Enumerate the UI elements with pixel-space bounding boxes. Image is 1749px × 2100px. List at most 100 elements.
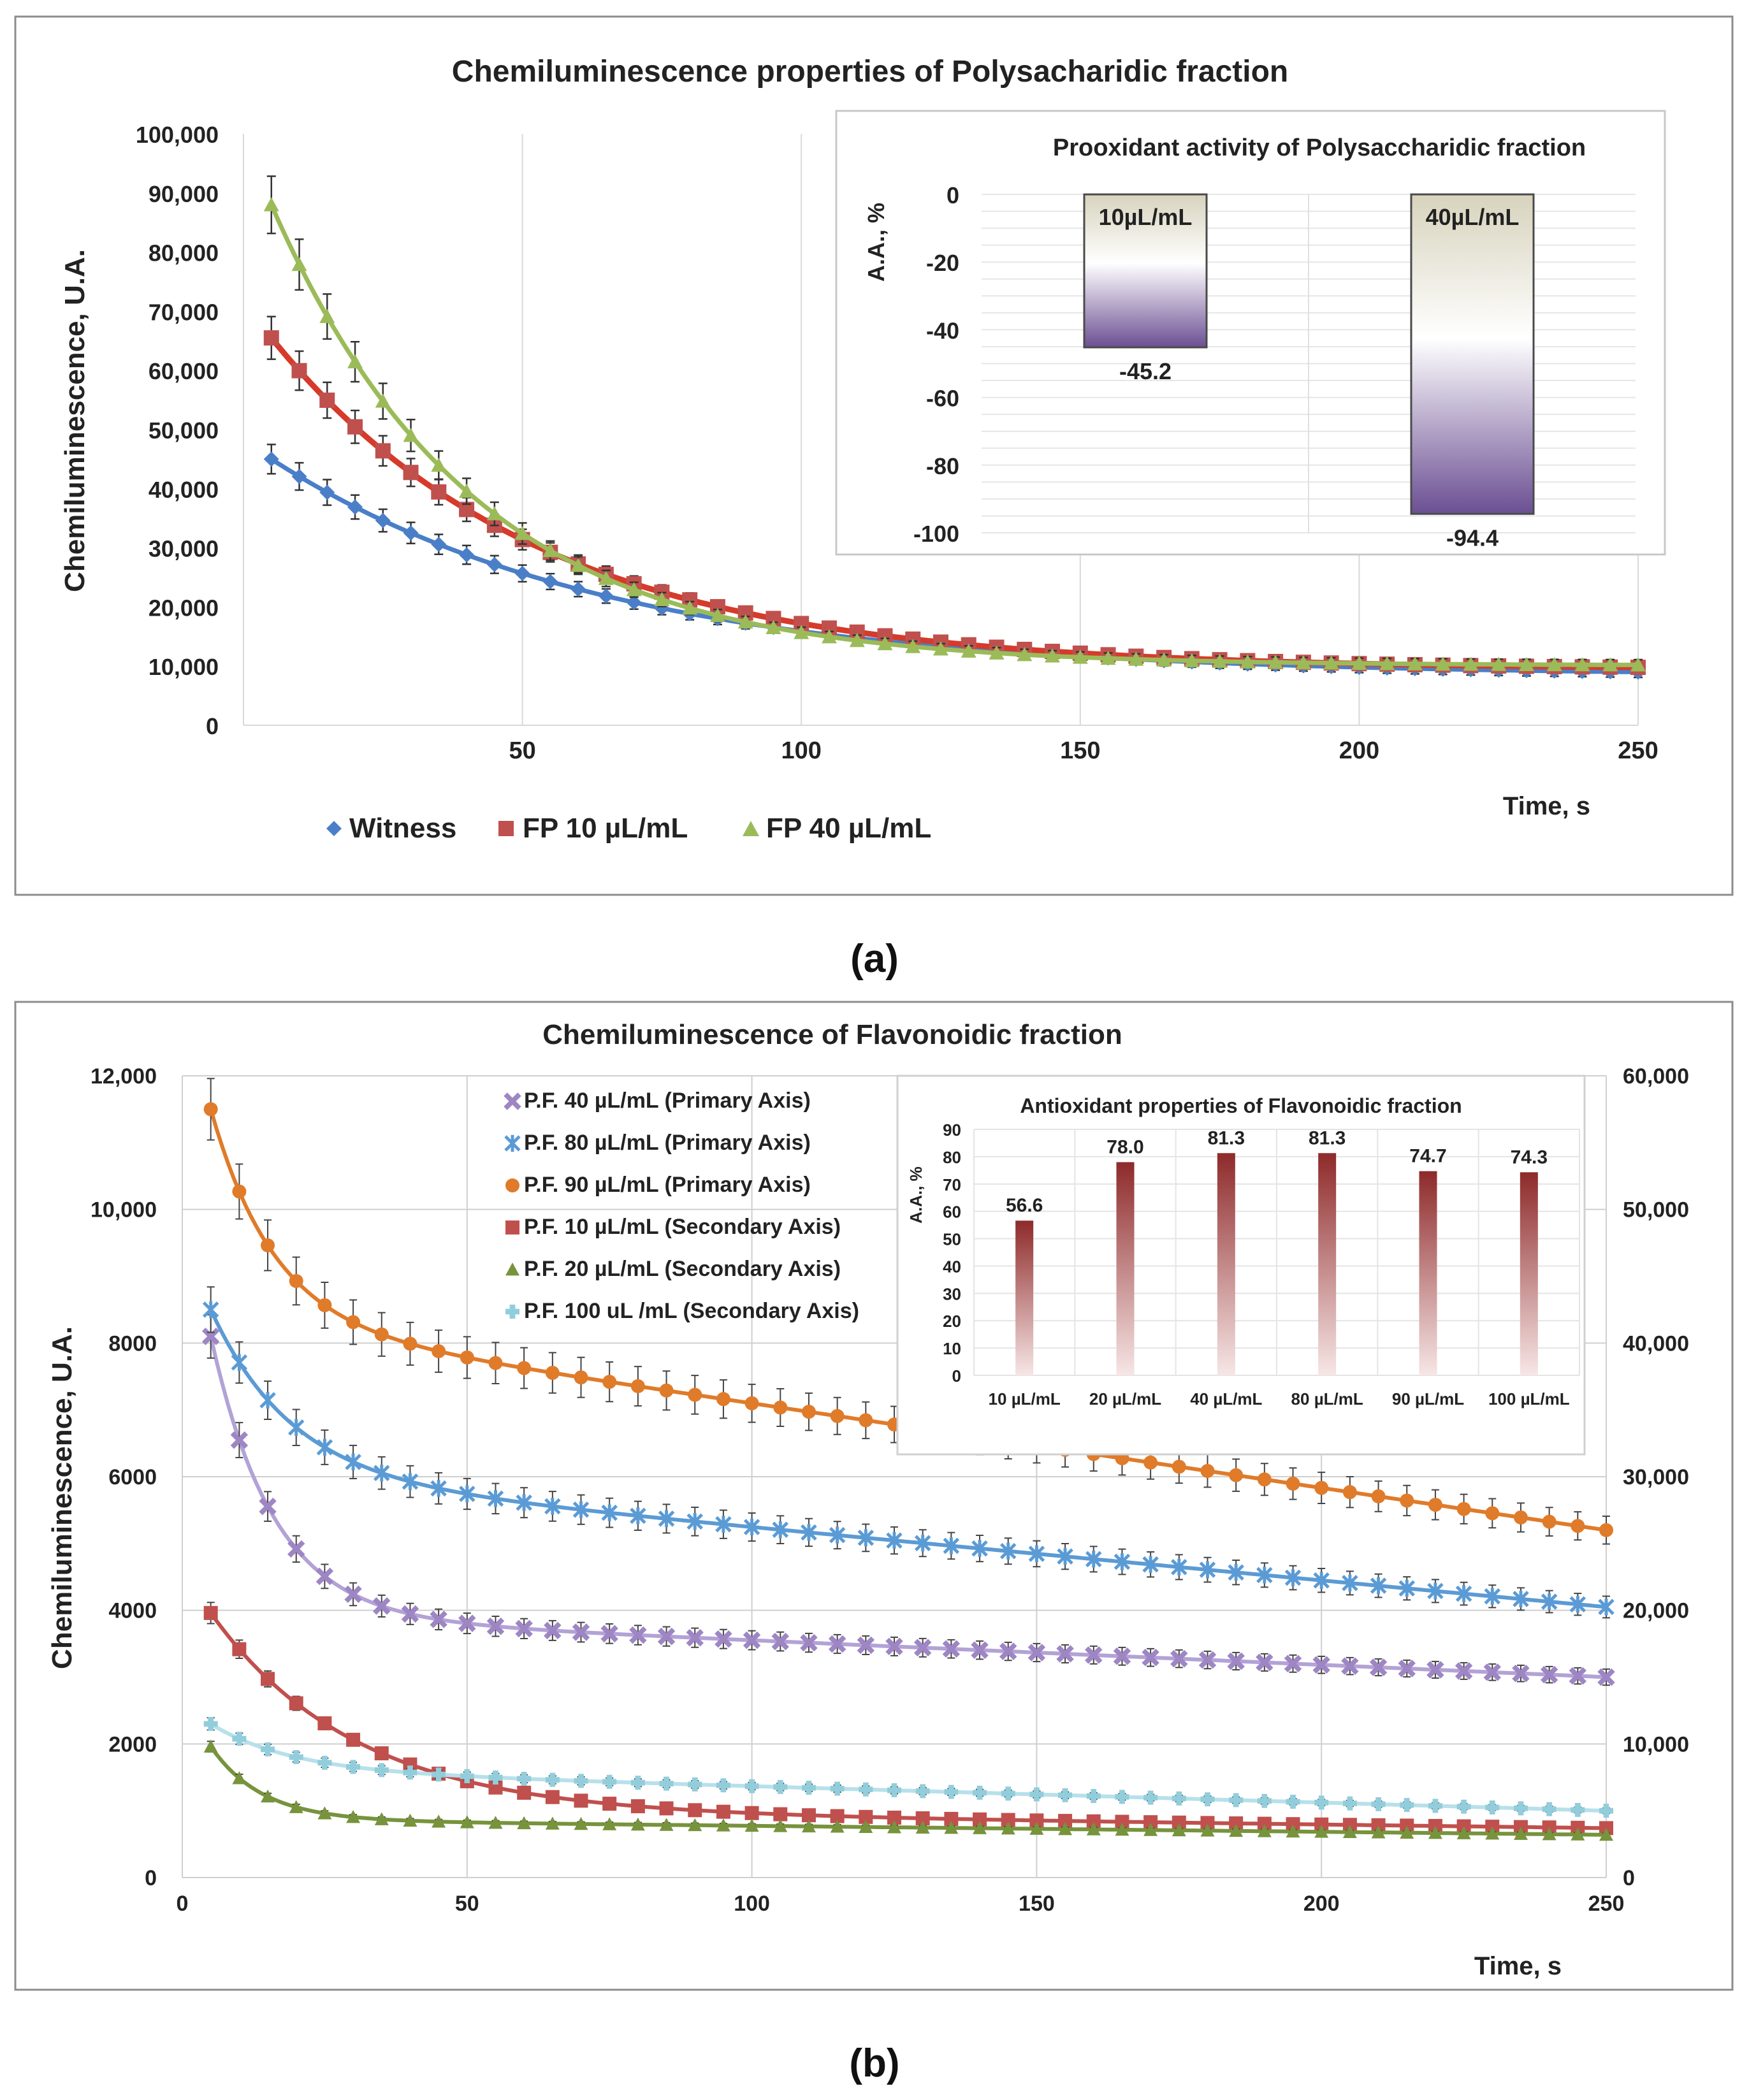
data-point (263, 451, 279, 467)
chart-a-series (263, 175, 1646, 680)
data-point (1085, 1646, 1103, 1664)
legend-item: P.F. 20 µL/mL (Secondary Axis) (505, 1257, 841, 1281)
data-point (1379, 656, 1395, 670)
data-point (859, 1809, 873, 1824)
data-point (1491, 656, 1507, 671)
data-point (1540, 1665, 1558, 1684)
data-point (291, 363, 307, 379)
data-point (857, 1636, 875, 1655)
data-point (744, 1818, 759, 1832)
data-point (517, 1785, 532, 1800)
data-point (1598, 1598, 1615, 1616)
data-point (801, 1524, 817, 1541)
data-point (654, 591, 670, 606)
data-point (1513, 1827, 1528, 1840)
data-point (1229, 1468, 1244, 1482)
data-point (317, 1755, 332, 1770)
inset-bar-value-label: 78.0 (1107, 1136, 1143, 1157)
data-point (686, 1513, 703, 1530)
data-point (1369, 1658, 1388, 1676)
data-point (1199, 1561, 1216, 1579)
series-0 (201, 1314, 1615, 1686)
x-tick-label: 200 (1303, 1892, 1340, 1916)
legend-marker-witness (326, 821, 342, 836)
x-tick-label: 150 (1060, 737, 1100, 764)
data-point (1407, 656, 1423, 670)
legend-label: P.F. 80 µL/mL (Primary Axis) (524, 1131, 811, 1155)
data-point (431, 458, 447, 472)
data-point (801, 1781, 816, 1795)
data-point (574, 1793, 588, 1808)
y-tick-label: 10,000 (91, 1198, 157, 1222)
data-point (944, 1811, 959, 1826)
inset-y-tick-label: -40 (926, 317, 959, 344)
chart-a-x-tick-labels: 50 100 150 200 250 (509, 737, 1658, 764)
data-point (1400, 1493, 1414, 1508)
legend-label-fp10: FP 10 µL/mL (523, 813, 688, 844)
data-point (905, 639, 921, 653)
inset-bar (1318, 1153, 1337, 1375)
data-point (486, 556, 502, 572)
chart-b-secondary-y-tick-labels: 0 10,000 20,000 30,000 40,000 50,000 60,000 (1623, 1064, 1689, 1890)
data-point (821, 629, 837, 644)
legend-label: P.F. 100 uL /mL (Secondary Axis) (524, 1299, 859, 1323)
data-point (859, 1820, 873, 1834)
chart-b-x-tick-labels: 0 50 100 150 200 250 (177, 1892, 1625, 1916)
data-point (232, 1771, 247, 1785)
data-point (1569, 1596, 1586, 1613)
data-point (346, 1810, 361, 1823)
data-point (1513, 1801, 1528, 1816)
data-point (1143, 1823, 1158, 1836)
data-point (1342, 1825, 1357, 1839)
data-point (344, 1585, 362, 1604)
data-point (317, 1806, 332, 1820)
inset-bar-category-label: 40 µL/mL (1190, 1389, 1262, 1408)
data-point (772, 1521, 789, 1539)
data-point (659, 1818, 674, 1831)
legend-item: P.F. 80 µL/mL (Primary Axis) (504, 1131, 811, 1155)
data-point (459, 483, 475, 498)
data-point (877, 636, 893, 651)
data-point (600, 1625, 618, 1643)
data-point (1518, 656, 1534, 671)
data-point (885, 1637, 903, 1656)
inset-b-y-axis-label: A.A., % (906, 1166, 925, 1224)
data-point (773, 1779, 788, 1794)
legend-item: P.F. 40 µL/mL (Primary Axis) (504, 1089, 811, 1113)
inset-bar (1520, 1172, 1538, 1375)
data-point (602, 1375, 617, 1389)
inset-y-tick-label: 20 (943, 1312, 961, 1331)
data-point (1284, 1569, 1302, 1586)
inset-bar-category-label: 40µL/mL (1426, 204, 1520, 230)
data-point (1142, 1648, 1159, 1667)
inset-bar-group: 56.6 10 µL/mL (989, 1195, 1061, 1408)
data-point (659, 1383, 674, 1398)
data-point (232, 1184, 247, 1199)
data-point (289, 1696, 303, 1711)
data-point (374, 1465, 390, 1482)
y2-tick-label: 0 (1623, 1866, 1635, 1890)
data-point (773, 1400, 788, 1415)
inset-y-tick-label: -20 (926, 250, 959, 276)
data-point (1115, 1790, 1129, 1804)
data-point (1028, 1545, 1045, 1563)
data-point (459, 1485, 475, 1503)
data-point (375, 393, 391, 408)
inset-y-tick-label: 90 (943, 1120, 961, 1140)
data-point (259, 1391, 276, 1409)
inset-a-title: Prooxidant activity of Polysaccharidic f… (1053, 134, 1586, 161)
data-point (1513, 1590, 1529, 1608)
inset-bar (1083, 193, 1208, 349)
data-point (1115, 1822, 1129, 1836)
data-point (942, 1640, 961, 1658)
data-point (1170, 1649, 1188, 1668)
data-point (1228, 1563, 1244, 1581)
data-point (1143, 1815, 1158, 1830)
data-point (859, 1413, 873, 1428)
data-point (458, 1614, 476, 1632)
inset-a-gridlines (982, 194, 1636, 533)
inset-bar-group: 10µL/mL -45.2 (1083, 193, 1208, 384)
data-point (1342, 1574, 1358, 1592)
data-point (259, 1497, 277, 1516)
inset-b-frame (896, 1075, 1586, 1456)
